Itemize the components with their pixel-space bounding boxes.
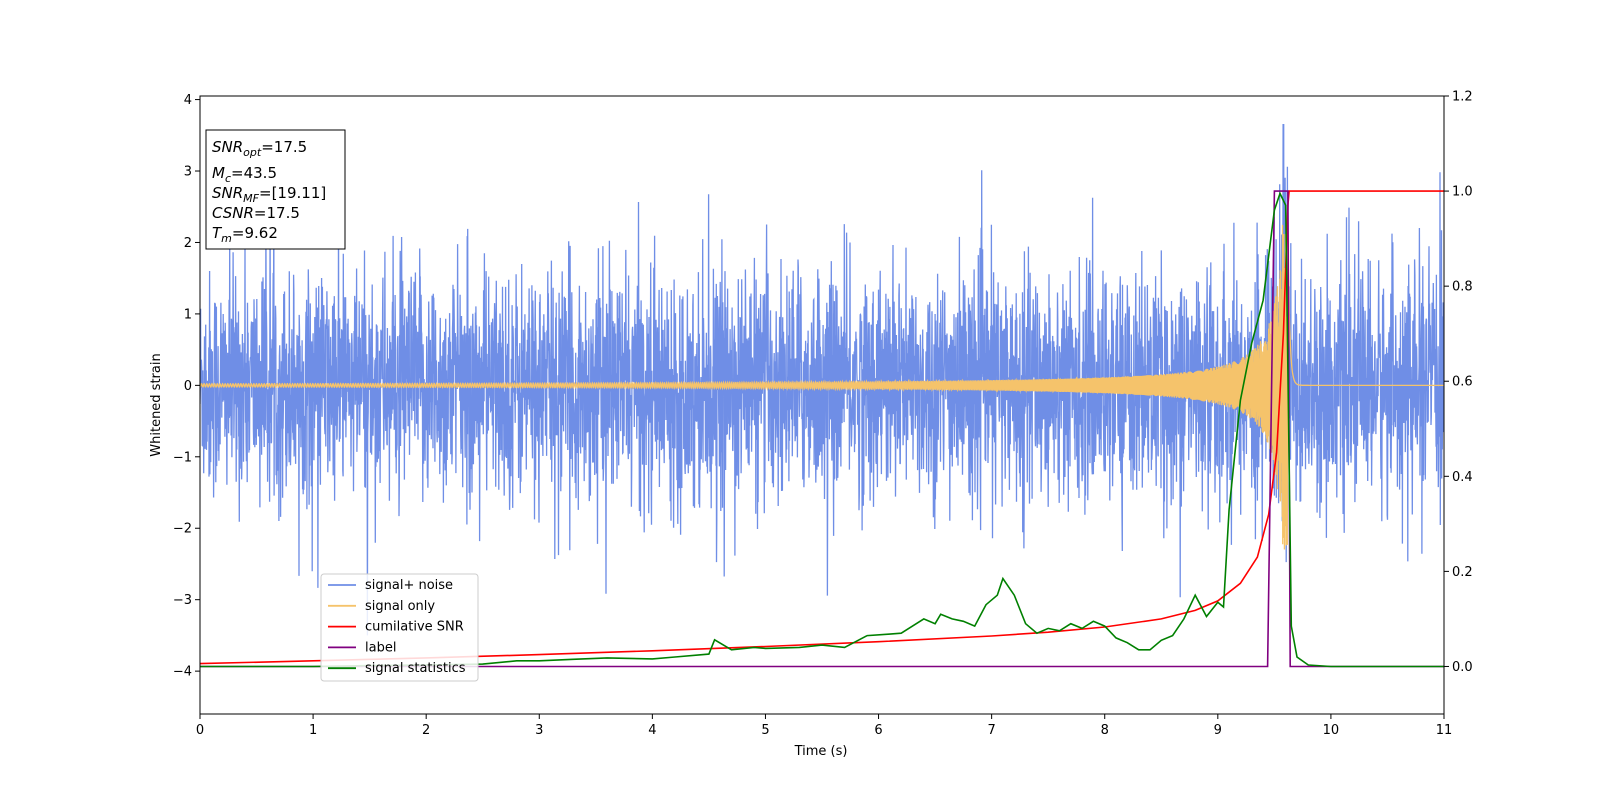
left-y-tick-label: −3 xyxy=(173,593,192,608)
right-y-tick-label: 0.0 xyxy=(1452,660,1473,675)
series-label xyxy=(200,190,1444,668)
x-tick-label: 2 xyxy=(422,723,430,738)
info-snr-mf: SNRMF=[19.11] xyxy=(212,184,326,205)
series-signal-noise xyxy=(200,123,1444,636)
x-axis-label: Time (s) xyxy=(794,744,848,759)
legend-label: label xyxy=(365,640,396,655)
right-y-tick-label: 0.6 xyxy=(1452,375,1473,390)
x-tick-label: 5 xyxy=(761,723,769,738)
left-y-tick-label: 3 xyxy=(184,165,192,180)
legend-label: signal only xyxy=(365,599,435,614)
legend-item-signal-noise: signal+ noise xyxy=(328,578,453,593)
x-tick-label: 1 xyxy=(309,723,317,738)
x-tick-label: 10 xyxy=(1323,723,1340,738)
info-mc: Mc=43.5 xyxy=(212,164,277,185)
plot-frame xyxy=(199,95,1445,715)
left-y-axis: −4 −3 −2 −1 0 1 2 3 4 xyxy=(173,93,200,680)
x-tick-label: 9 xyxy=(1214,723,1222,738)
right-y-tick-label: 1.2 xyxy=(1452,90,1473,105)
series-cumulative-snr xyxy=(200,190,1444,665)
left-y-tick-label: −4 xyxy=(173,665,192,680)
series-signal-statistics xyxy=(200,191,1444,668)
legend-item-cumulative-snr: cumilative SNR xyxy=(328,620,464,635)
left-y-tick-label: −1 xyxy=(173,450,192,465)
x-tick-label: 4 xyxy=(648,723,656,738)
x-tick-label: 7 xyxy=(987,723,995,738)
info-csnr: CSNR=17.5 xyxy=(212,204,300,222)
legend-label: signal+ noise xyxy=(365,578,453,593)
info-tm: Tm=9.62 xyxy=(212,224,278,245)
y-axis-label: Whitened strain xyxy=(149,353,164,456)
x-tick-label: 8 xyxy=(1101,723,1109,738)
right-y-tick-label: 0.8 xyxy=(1452,280,1473,295)
series-signal-only xyxy=(200,224,1444,550)
left-y-tick-label: 4 xyxy=(184,93,192,108)
right-y-tick-label: 0.2 xyxy=(1452,565,1473,580)
legend-item-signal-only: signal only xyxy=(328,599,435,614)
right-y-tick-label: 0.4 xyxy=(1452,470,1473,485)
x-tick-label: 3 xyxy=(535,723,543,738)
legend-label: signal statistics xyxy=(365,661,466,676)
legend-frame xyxy=(320,573,479,682)
legend-item-signal-statistics: signal statistics xyxy=(328,661,466,676)
legend: signal+ noise signal only cumilative SNR la… xyxy=(320,573,479,682)
plot-area xyxy=(200,123,1444,668)
left-y-tick-label: −2 xyxy=(173,522,192,537)
legend-item-label: label xyxy=(328,640,396,655)
x-tick-label: 11 xyxy=(1436,723,1453,738)
left-y-tick-label: 0 xyxy=(184,379,192,394)
info-box: SNRopt=17.5 Mc=43.5 SNRMF=[19.11] CSNR=1… xyxy=(205,129,346,250)
left-y-tick-label: 1 xyxy=(184,307,192,322)
left-y-tick-label: 2 xyxy=(184,236,192,251)
x-tick-label: 6 xyxy=(874,723,882,738)
right-y-tick-label: 1.0 xyxy=(1452,185,1473,200)
x-axis: 0 1 2 3 4 5 6 7 8 9 10 11 xyxy=(196,714,1452,738)
info-snr-opt: SNRopt=17.5 xyxy=(212,138,307,159)
info-box-frame xyxy=(205,129,346,250)
right-y-axis: 0.0 0.2 0.4 0.6 0.8 1.0 1.2 xyxy=(1444,90,1473,675)
x-tick-label: 0 xyxy=(196,723,204,738)
legend-label: cumilative SNR xyxy=(365,620,464,635)
